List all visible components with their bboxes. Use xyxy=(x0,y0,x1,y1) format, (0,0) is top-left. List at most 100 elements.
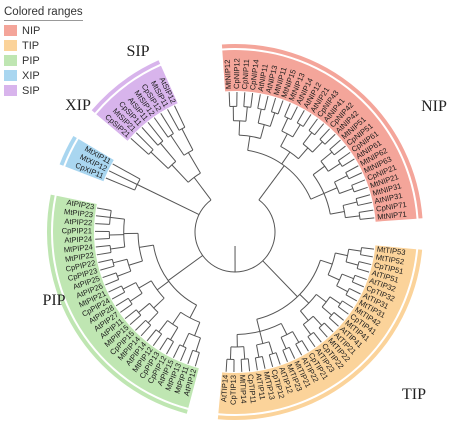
branch-segment xyxy=(243,346,246,360)
clade-label-sip: SIP xyxy=(126,43,149,60)
branch-arc xyxy=(255,356,263,359)
legend-label: TIP xyxy=(22,39,40,52)
leaf-label: MtNIP71 xyxy=(377,210,407,222)
branch-segment xyxy=(129,314,142,326)
branch-arc xyxy=(121,285,126,293)
branch-segment xyxy=(308,118,318,131)
branch-segment xyxy=(160,113,174,134)
branch-arc xyxy=(356,261,360,269)
branch-segment xyxy=(296,110,305,124)
branch-segment xyxy=(358,261,372,266)
branch-segment xyxy=(129,292,143,302)
branch-arc xyxy=(300,294,317,312)
legend-label: SIP xyxy=(22,84,40,97)
branch-segment xyxy=(187,152,201,174)
branch-segment xyxy=(323,187,338,194)
branch-segment xyxy=(313,332,322,343)
branch-segment xyxy=(298,147,309,160)
branch-segment xyxy=(159,337,168,351)
clade-band-nip xyxy=(222,49,417,222)
branch-segment xyxy=(256,344,260,358)
branch-segment xyxy=(295,343,303,356)
branch-arc xyxy=(109,210,112,225)
branch-segment xyxy=(259,331,264,344)
branch-segment xyxy=(182,333,190,347)
legend-swatch xyxy=(4,55,17,66)
branch-segment xyxy=(282,350,288,362)
clade-labels: NIP TIP PIP XIP SIP xyxy=(42,43,447,403)
branch-arc xyxy=(358,212,361,220)
branch-segment xyxy=(152,333,163,346)
branch-arc xyxy=(239,134,261,139)
branch-segment xyxy=(354,274,367,281)
branch-segment xyxy=(95,223,110,225)
branch-segment xyxy=(124,309,137,320)
branch-segment xyxy=(171,164,189,183)
branch-segment xyxy=(314,123,325,136)
branch-segment xyxy=(327,274,340,281)
leaf-label: MtTIP53 xyxy=(376,245,406,257)
branch-arc xyxy=(167,161,177,169)
branch-segment xyxy=(345,215,360,219)
leaf-label: AtTIP14 xyxy=(219,374,230,402)
clade-rim-xip xyxy=(59,135,77,166)
branch-segment xyxy=(328,317,339,327)
branch-arc xyxy=(318,322,325,329)
branch-segment xyxy=(302,132,313,145)
branch-arc xyxy=(256,260,321,320)
branch-segment xyxy=(315,293,327,303)
branch-arc xyxy=(359,247,363,255)
branch-segment xyxy=(181,128,194,151)
leaf-label: CpNIP12 xyxy=(232,58,241,89)
leaf-label: CpPIP21 xyxy=(62,226,92,235)
legend-item-tip: TIP xyxy=(4,38,104,53)
legend-swatch xyxy=(4,70,17,81)
branch-segment xyxy=(342,201,358,206)
branch-segment xyxy=(307,336,316,348)
branch-segment xyxy=(352,281,364,288)
branch-segment xyxy=(130,138,149,155)
backbone-segment xyxy=(136,184,200,215)
branch-segment xyxy=(135,319,146,331)
branch-segment xyxy=(240,359,243,372)
branch-segment xyxy=(247,136,251,151)
leaf-label: CpTIP13 xyxy=(229,375,238,405)
branch-segment xyxy=(108,285,122,293)
legend-title: Colored ranges xyxy=(4,6,83,21)
branch-segment xyxy=(280,323,288,335)
branch-segment xyxy=(261,356,266,369)
legend-item-pip: PIP xyxy=(4,53,104,68)
tree-branches xyxy=(94,92,375,373)
branch-segment xyxy=(312,165,326,176)
branch-arc xyxy=(303,315,314,325)
branch-segment xyxy=(166,341,174,355)
legend-swatch xyxy=(4,40,17,51)
branch-segment xyxy=(351,179,366,186)
branch-segment xyxy=(292,124,301,138)
branch-arc xyxy=(269,352,277,356)
legend-item-nip: NIP xyxy=(4,23,104,38)
branch-segment xyxy=(172,311,182,325)
branch-segment xyxy=(245,106,248,122)
branch-segment xyxy=(345,261,359,266)
branch-segment xyxy=(141,127,159,146)
branch-segment xyxy=(290,106,298,120)
legend: Colored ranges NIP TIP PIP XIP SIP xyxy=(4,2,104,98)
branch-segment xyxy=(146,329,157,342)
branch-segment xyxy=(247,358,251,372)
clade-band-xip xyxy=(65,139,114,182)
clade-rim-pip xyxy=(47,194,188,414)
branch-segment xyxy=(102,272,117,279)
branch-segment xyxy=(359,217,375,220)
branch-segment xyxy=(345,294,358,302)
branch-segment xyxy=(310,192,325,200)
branch-segment xyxy=(147,312,159,324)
legend-swatch xyxy=(4,25,17,36)
branch-segment xyxy=(153,297,165,309)
branch-segment xyxy=(355,194,371,200)
backbone-segment xyxy=(262,260,298,298)
branch-segment xyxy=(110,246,125,250)
branch-segment xyxy=(112,163,141,180)
leaf-label: AtPIP22 xyxy=(64,217,92,228)
